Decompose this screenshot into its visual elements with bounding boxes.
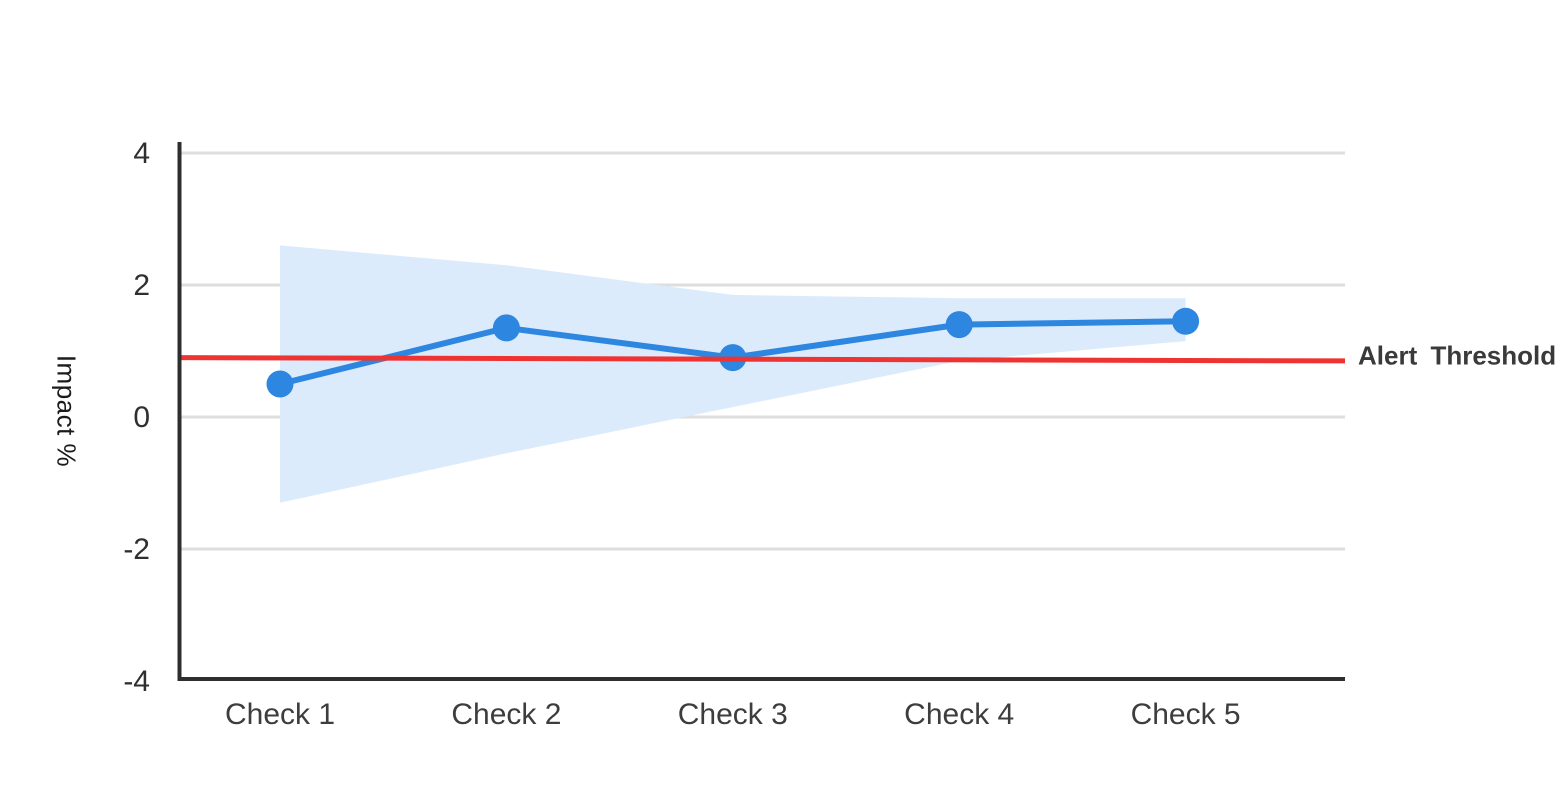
y-axis-tick-label: -2	[123, 533, 150, 566]
data-point-check-2	[492, 314, 520, 342]
y-axis-tick-label: 4	[133, 137, 150, 170]
alert-threshold-label: Alert Threshold	[1358, 340, 1556, 371]
x-axis-category-label: Check 4	[904, 698, 1014, 731]
x-axis-category-label: Check 2	[451, 698, 561, 731]
data-point-check-4	[945, 311, 973, 339]
y-axis-tick-label: 0	[133, 401, 150, 434]
alert-threshold-line	[177, 355, 1346, 364]
y-axis-title: Impact %	[51, 354, 82, 468]
x-axis-category-label: Check 5	[1131, 698, 1241, 731]
data-point-check-5	[1172, 307, 1200, 335]
x-axis-category-label: Check 1	[225, 698, 335, 731]
x-axis-category-label: Check 3	[678, 698, 788, 731]
y-axis-tick-label: -4	[123, 665, 150, 698]
confidence-band	[280, 245, 1186, 503]
data-point-check-1	[266, 370, 294, 398]
y-axis-tick-label: 2	[133, 269, 150, 302]
